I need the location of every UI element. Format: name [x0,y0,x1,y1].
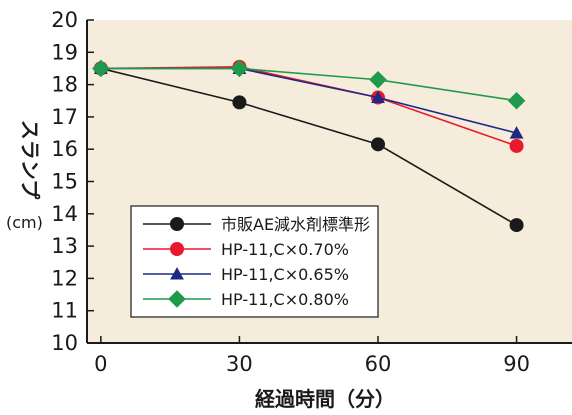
y-tick-label: 16 [51,137,78,161]
data-point [170,267,184,280]
data-point [92,59,110,78]
data-point [509,138,524,153]
legend-item: HP-11,C×0.80% [143,290,349,309]
y-axis-unit: (cm) [6,213,43,232]
y-tick-label: 11 [51,299,78,323]
data-point [509,126,524,139]
legend-label: 市販AE減水剤標準形 [221,215,370,234]
legend-label: HP-11,C×0.70% [221,240,349,259]
data-point [170,242,184,256]
y-tick-label: 10 [51,331,78,355]
y-tick-label: 20 [51,8,78,32]
x-tick-label: 60 [365,352,392,376]
legend: 市販AE減水剤標準形 HP-11,C×0.70% HP-11,C×0.65% HP-1… [130,205,379,318]
y-axis-title: スランプ [18,120,42,200]
data-point [507,91,526,110]
y-tick-label: 13 [51,234,78,258]
series-line [100,67,517,102]
x-tick-label: 90 [503,352,530,376]
legend-item: HP-11,C×0.65% [143,265,349,284]
legend-label: HP-11,C×0.80% [221,290,349,309]
y-tick-label: 18 [51,73,78,97]
y-tick-label: 14 [51,202,78,226]
data-point [371,137,385,152]
legend-item: 市販AE減水剤標準形 [143,215,370,234]
axes: 10 11 12 13 14 15 16 17 18 19 20 0 30 60 90 [51,8,572,376]
data-point [369,70,387,89]
y-tick-label: 15 [51,170,78,194]
data-point [232,95,247,110]
data-point [509,218,524,233]
y-tick-label: 19 [51,40,78,64]
data-point [170,217,184,231]
series [92,59,526,110]
legend-item: HP-11,C×0.70% [143,240,349,259]
series-layer [92,59,526,233]
data-point [168,290,186,308]
x-tick-label: 0 [94,352,107,376]
x-axis-title: 経過時間（分） [255,387,395,411]
series-line [100,67,517,226]
data-point [371,90,385,104]
y-tick-label: 17 [51,105,78,129]
data-point [230,59,249,78]
y-tick-label: 12 [51,266,78,290]
legend-label: HP-11,C×0.65% [221,265,349,284]
x-tick-label: 30 [226,352,253,376]
